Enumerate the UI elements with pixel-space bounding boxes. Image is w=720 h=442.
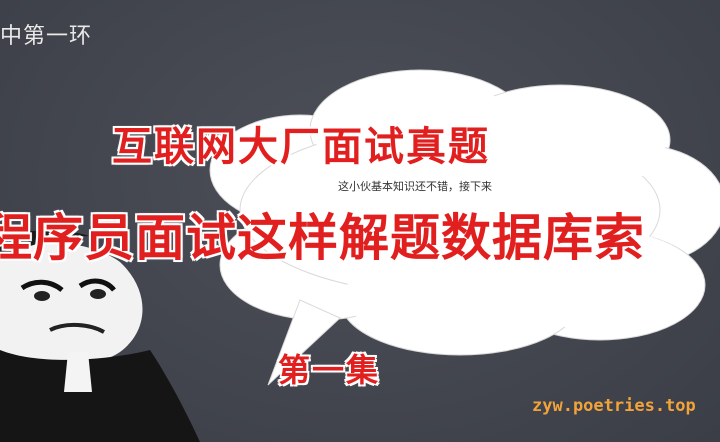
headline-database-index: 程序员面试这样解题数据库索 [0,208,645,268]
corner-title: 中第一环 [0,24,93,49]
site-watermark: zyw.poetries.top [532,396,696,416]
bubble-caption: 这小伙基本知识还不错，接下来 [338,180,492,193]
headline-episode: 第一集 [277,350,381,390]
headline-interview-questions: 互联网大厂面试真题 [111,123,490,171]
